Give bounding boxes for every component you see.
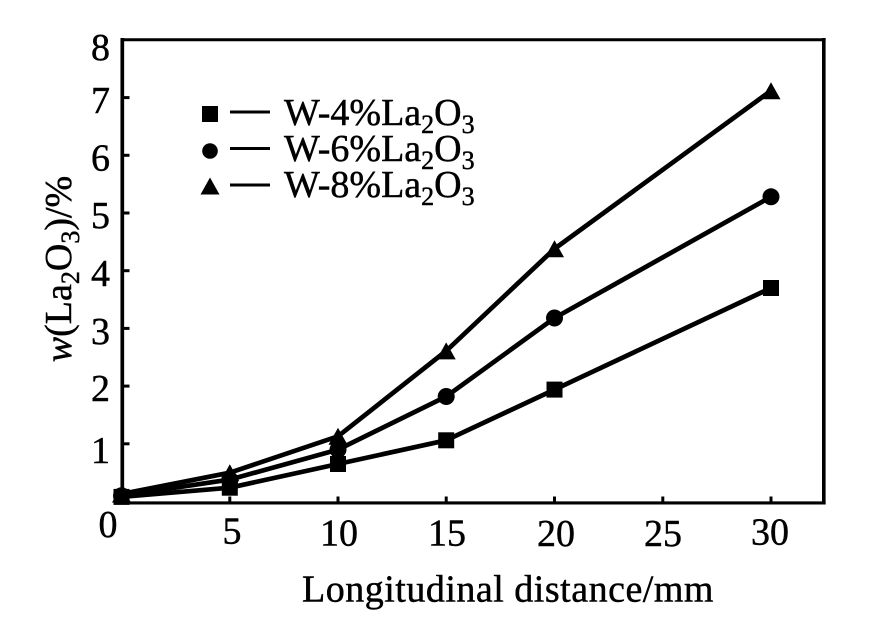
svg-text:7: 7: [91, 80, 110, 122]
svg-text:W-8%La2O3: W-8%La2O3: [284, 164, 475, 211]
svg-text:w(La2O3)/%: w(La2O3)/%: [38, 176, 85, 362]
svg-text:3: 3: [91, 311, 110, 353]
svg-text:30: 30: [751, 512, 789, 554]
svg-text:Longitudinal distance/mm: Longitudinal distance/mm: [302, 569, 714, 611]
svg-text:0: 0: [99, 504, 118, 546]
svg-text:15: 15: [428, 513, 466, 555]
svg-text:W-4%La2O3: W-4%La2O3: [284, 92, 475, 139]
svg-text:10: 10: [320, 513, 358, 555]
svg-text:20: 20: [537, 513, 575, 555]
svg-text:1: 1: [91, 430, 110, 472]
svg-text:2: 2: [91, 368, 110, 410]
svg-text:5: 5: [91, 195, 110, 237]
svg-text:4: 4: [91, 253, 110, 295]
svg-text:6: 6: [91, 138, 110, 180]
svg-text:W-6%La2O3: W-6%La2O3: [284, 128, 475, 175]
svg-text:8: 8: [91, 27, 110, 69]
svg-text:5: 5: [223, 511, 242, 553]
svg-text:25: 25: [644, 513, 682, 555]
